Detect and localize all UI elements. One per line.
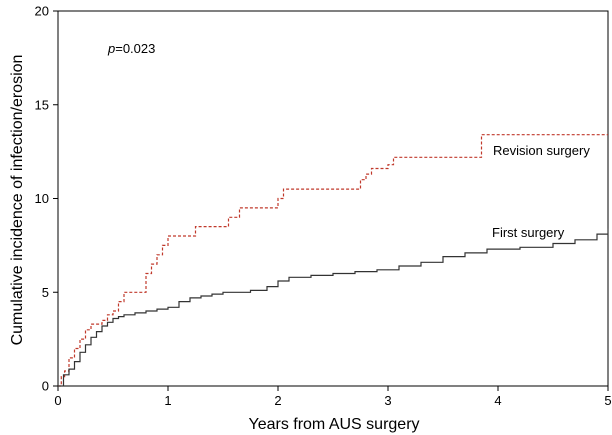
y-tick-label: 5 — [42, 285, 49, 300]
x-tick-label: 2 — [274, 393, 281, 408]
series-label-first: First surgery — [492, 225, 565, 240]
x-tick-label: 4 — [494, 393, 501, 408]
x-tick-label: 0 — [54, 393, 61, 408]
series-line-revision — [58, 134, 608, 387]
x-tick-label: 5 — [604, 393, 611, 408]
y-axis-title: Cumulative incidence of infection/erosio… — [9, 55, 26, 346]
p-value-annotation: p=0.023 — [107, 41, 155, 56]
x-tick-label: 1 — [164, 393, 171, 408]
series-layer — [58, 134, 609, 387]
x-axis: 0 1 2 3 4 5 — [54, 386, 612, 408]
x-tick-label: 3 — [384, 393, 391, 408]
y-tick-label: 15 — [35, 97, 49, 112]
p-value-number: =0.023 — [115, 41, 155, 56]
series-line-first — [58, 228, 609, 387]
y-tick-label: 10 — [35, 191, 49, 206]
y-axis: 0 5 10 15 20 — [35, 4, 58, 394]
series-label-revision: Revision surgery — [493, 143, 590, 158]
x-axis-title: Years from AUS surgery — [248, 416, 419, 433]
y-tick-label: 0 — [42, 379, 49, 394]
p-value-label: p — [107, 41, 115, 56]
plot-border — [57, 10, 609, 387]
y-tick-label: 20 — [35, 4, 49, 19]
plot-area — [57, 10, 609, 387]
